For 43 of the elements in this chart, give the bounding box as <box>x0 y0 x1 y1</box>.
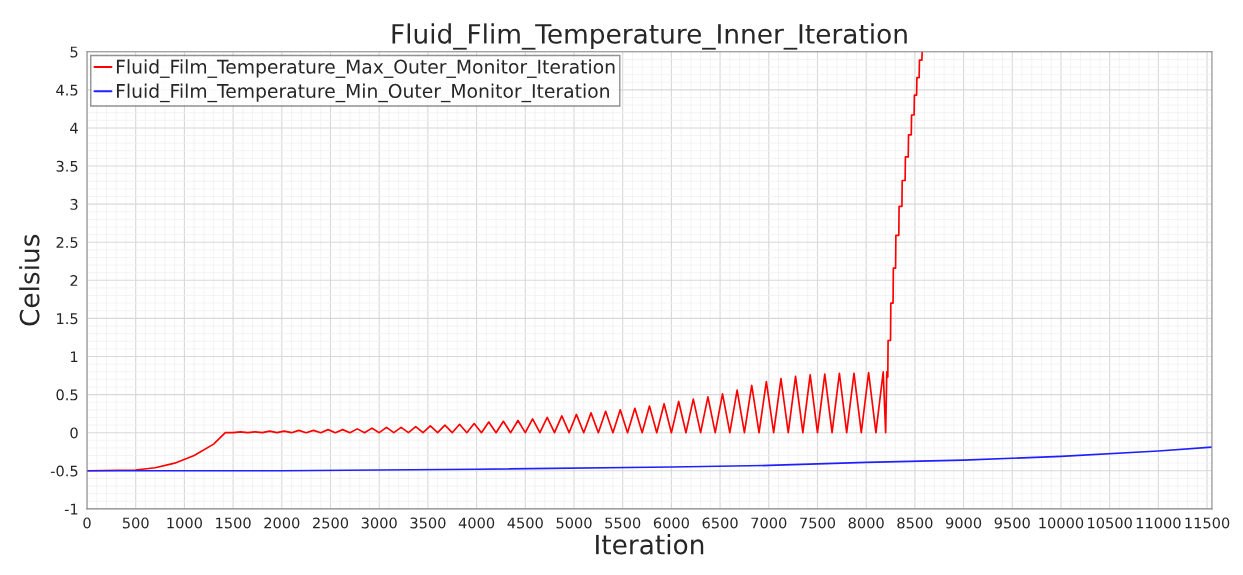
line-series <box>87 446 1212 472</box>
y-tick-label: 5 <box>70 46 78 58</box>
x-tick-label: 5000 <box>556 517 592 529</box>
x-tick-label: 0 <box>83 517 91 529</box>
x-tick-label: 9000 <box>945 517 982 529</box>
y-tick-label: 3 <box>70 198 78 210</box>
x-tick-label: 10500 <box>1088 517 1132 529</box>
legend-label: Fluid_Film_Temperature_Max_Outer_Monitor_Iteration <box>116 59 615 78</box>
x-tick-label: 1500 <box>216 517 251 529</box>
y-tick-label: 4.5 <box>56 84 78 96</box>
chart-title: Fluid_Flim_Temperature_Inner_Iteration <box>392 23 907 50</box>
y-tick-label: 2 <box>70 275 78 286</box>
y-axis-title: Celsius <box>19 234 40 326</box>
x-tick-label: 7500 <box>800 517 836 529</box>
x-tick-label: 10000 <box>1039 517 1084 529</box>
x-tick-label: 9500 <box>994 517 1030 529</box>
x-tick-label: 6000 <box>653 517 689 529</box>
y-tick-label: 1.5 <box>57 313 78 325</box>
x-tick-label: 4000 <box>458 517 495 529</box>
y-tick-label: 1 <box>71 351 78 363</box>
x-tick-label: 11000 <box>1136 517 1181 529</box>
y-tick-label: 3.5 <box>56 160 78 172</box>
x-tick-label: 7000 <box>751 517 787 529</box>
x-tick-label: 8500 <box>897 517 933 529</box>
x-tick-label: 8000 <box>848 517 884 529</box>
x-tick-label: 500 <box>122 517 149 529</box>
y-tick-label: -1 <box>64 503 78 515</box>
x-tick-label: 3500 <box>410 517 446 529</box>
x-tick-label: 6500 <box>702 517 738 529</box>
x-tick-label: 4500 <box>507 517 543 529</box>
x-tick-label: 5500 <box>605 517 641 529</box>
y-tick-label: 0.5 <box>56 389 78 401</box>
x-tick-label: 11500 <box>1185 517 1230 529</box>
x-axis-title: Iteration <box>596 534 704 555</box>
x-tick-label: 2500 <box>313 517 349 529</box>
y-tick-label: 2.5 <box>56 236 78 248</box>
legend-label: Fluid_Film_Temperature_Min_Outer_Monitor_Iteration <box>116 83 609 103</box>
y-tick-label: 4 <box>70 122 78 134</box>
x-tick-label: 1000 <box>167 517 202 529</box>
x-tick-label: 3000 <box>361 517 397 529</box>
y-tick-label: 0 <box>70 427 78 439</box>
x-tick-label: 2000 <box>264 517 300 529</box>
y-tick-label: -0.5 <box>50 465 78 477</box>
